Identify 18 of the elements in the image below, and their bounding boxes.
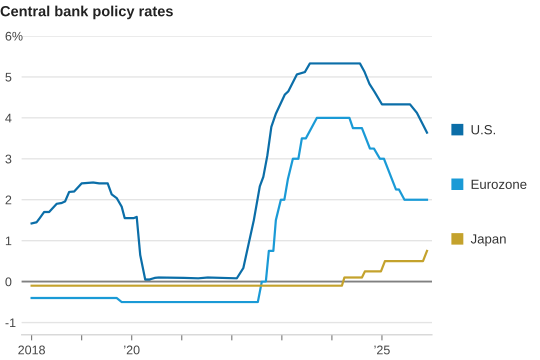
y-tick-label: 3 (5, 154, 12, 164)
y-tick-label: 1 (6, 236, 12, 246)
legend-label: U.S. (472, 125, 496, 134)
y-tick-label: 6% (6, 32, 23, 41)
y-tick-label: 2 (6, 196, 12, 204)
line-series (30, 250, 428, 287)
x-tick-label: ’20 (124, 346, 140, 354)
line-series (30, 116, 428, 304)
legend-label: Japan (470, 234, 506, 246)
y-tick-label: 5 (5, 72, 12, 82)
y-tick-label: 4 (5, 114, 12, 122)
y-tick-label: 0 (5, 277, 12, 286)
chart-title: Central bank policy rates (0, 6, 173, 20)
x-tick-label: ’25 (374, 346, 390, 354)
x-tick-label: 2018 (18, 346, 45, 354)
y-tick-label: -1 (5, 318, 16, 328)
line-series (30, 62, 428, 281)
legend-label: Eurozone (472, 180, 526, 189)
